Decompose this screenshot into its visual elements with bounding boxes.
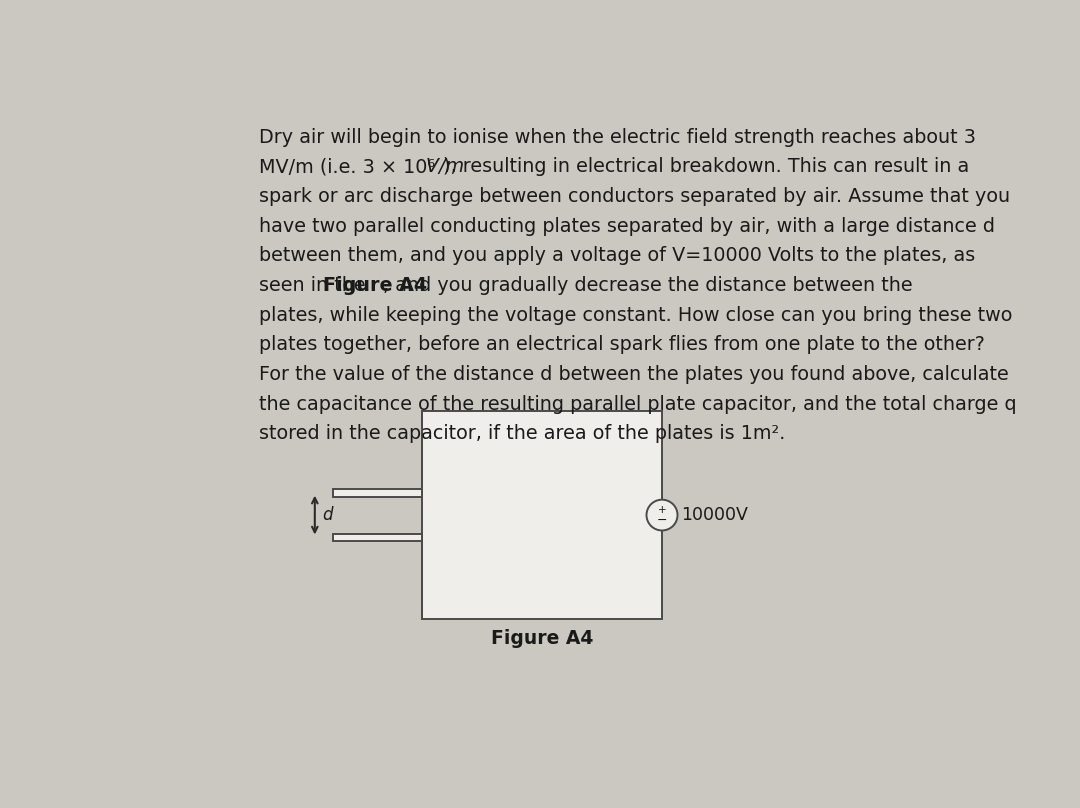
- Text: Figure A4: Figure A4: [490, 629, 593, 648]
- Text: spark or arc discharge between conductors separated by air. Assume that you: spark or arc discharge between conductor…: [259, 187, 1010, 206]
- Bar: [333, 533, 422, 541]
- Text: For the value of the distance d between the plates you found above, calculate: For the value of the distance d between …: [259, 365, 1009, 384]
- Text: −: −: [657, 514, 667, 527]
- Text: d: d: [323, 506, 333, 524]
- Text: +: +: [658, 505, 666, 515]
- Text: , and you gradually decrease the distance between the: , and you gradually decrease the distanc…: [383, 276, 913, 295]
- Text: plates, while keeping the voltage constant. How close can you bring these two: plates, while keeping the voltage consta…: [259, 305, 1012, 325]
- Text: between them, and you apply a voltage of V=10000 Volts to the plates, as: between them, and you apply a voltage of…: [259, 246, 975, 265]
- Text: MV/m (i.e. 3 × 10⁶: MV/m (i.e. 3 × 10⁶: [259, 158, 442, 176]
- Text: Figure A4: Figure A4: [323, 276, 427, 295]
- Text: 10000V: 10000V: [681, 506, 748, 524]
- Text: seen in the: seen in the: [259, 276, 372, 295]
- Text: Dry air will begin to ionise when the electric field strength reaches about 3: Dry air will begin to ionise when the el…: [259, 128, 976, 147]
- Text: stored in the capacitor, if the area of the plates is 1m².: stored in the capacitor, if the area of …: [259, 424, 785, 444]
- Text: ), resulting in electrical breakdown. This can result in a: ), resulting in electrical breakdown. Th…: [443, 158, 969, 176]
- Text: the capacitance of the resulting parallel plate capacitor, and the total charge : the capacitance of the resulting paralle…: [259, 394, 1016, 414]
- Bar: [422, 411, 662, 619]
- Text: V/m: V/m: [422, 158, 464, 176]
- Text: have two parallel conducting plates separated by air, with a large distance d: have two parallel conducting plates sepa…: [259, 217, 995, 236]
- Text: plates together, before an electrical spark flies from one plate to the other?: plates together, before an electrical sp…: [259, 335, 985, 354]
- Circle shape: [647, 499, 677, 531]
- Bar: [333, 489, 422, 497]
